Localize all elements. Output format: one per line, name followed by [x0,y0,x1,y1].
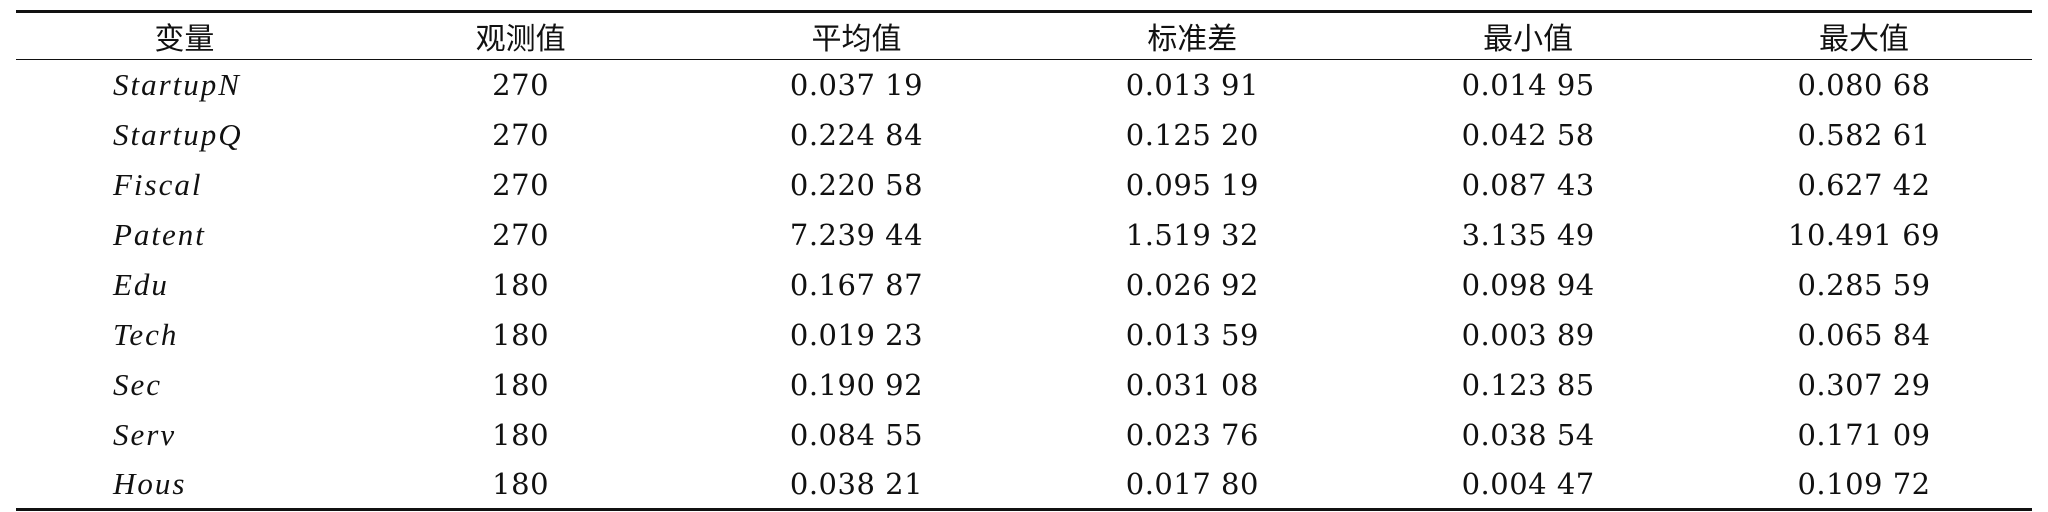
max-value: 0.109 72 [1696,459,2032,511]
max-value: 0.582 61 [1797,117,1931,152]
max-value: 0.285 59 [1797,267,1931,302]
std-dev-value: 0.095 19 [1125,167,1259,202]
header-min: 最小值 [1360,10,1697,60]
header-observations: 观测值 [352,10,689,60]
observations-value: 270 [492,217,550,252]
observations-value: 270 [492,167,550,202]
observations-value: 270 [492,117,550,152]
variable-name: Patent [113,216,206,252]
variable-name: StartupQ [113,116,243,152]
header-variable: 变量 [16,10,353,60]
mean-value: 0.220 58 [789,167,924,202]
mean-value: 7.239 44 [789,217,924,252]
mean-value: 0.037 19 [789,67,924,102]
observations-value: 180 [492,417,550,452]
max-value: 0.627 42 [1797,167,1931,202]
min-value: 0.038 54 [1461,417,1595,452]
std-dev-value: 1.519 32 [1125,217,1259,252]
mean-value: 0.167 87 [789,267,924,302]
table-row: StartupQ 270 0.224 84 0.125 20 0.042 58 … [16,110,2032,160]
variable-name: Edu [113,266,169,302]
table-row: Hous 180 0.038 21 0.017 80 0.004 47 0.10… [16,459,2032,511]
std-dev-value: 0.026 92 [1125,267,1259,302]
min-value: 0.098 94 [1461,267,1595,302]
observations-value: 180 [352,459,689,511]
min-value: 0.003 89 [1461,317,1595,352]
max-value: 0.080 68 [1797,67,1931,102]
std-dev-value: 0.031 08 [1125,367,1259,402]
variable-name: Serv [113,416,177,452]
table-row: Patent 270 7.239 44 1.519 32 3.135 49 10… [16,210,2032,260]
header-max: 最大值 [1696,10,2032,60]
min-value: 0.087 43 [1461,167,1595,202]
table-header-row: 变量 观测值 平均值 标准差 最小值 最大值 [16,10,2032,60]
table-row: Sec 180 0.190 92 0.031 08 0.123 85 0.307… [16,360,2032,410]
std-dev-value: 0.017 80 [1024,459,1361,511]
min-value: 3.135 49 [1461,217,1595,252]
header-std-dev: 标准差 [1024,10,1361,60]
std-dev-value: 0.013 59 [1125,317,1259,352]
std-dev-value: 0.125 20 [1125,117,1259,152]
mean-value: 0.224 84 [789,117,924,152]
descriptive-statistics-table-container: 变量 观测值 平均值 标准差 最小值 最大值 StartupN 270 0.03… [16,10,2032,511]
mean-value: 0.038 21 [688,459,1025,511]
mean-value: 0.084 55 [789,417,924,452]
min-value: 0.014 95 [1461,67,1595,102]
std-dev-value: 0.023 76 [1125,417,1259,452]
variable-name: Sec [113,366,163,402]
mean-value: 0.190 92 [789,367,924,402]
table-row: Tech 180 0.019 23 0.013 59 0.003 89 0.06… [16,310,2032,360]
table-row: Edu 180 0.167 87 0.026 92 0.098 94 0.285… [16,260,2032,310]
max-value: 0.065 84 [1797,317,1931,352]
descriptive-statistics-table: 变量 观测值 平均值 标准差 最小值 最大值 StartupN 270 0.03… [16,10,2032,511]
variable-name: Hous [16,459,353,511]
std-dev-value: 0.013 91 [1125,67,1259,102]
header-mean: 平均值 [688,10,1025,60]
variable-name: Tech [113,316,179,352]
variable-name: Fiscal [113,166,203,202]
observations-value: 270 [492,67,550,102]
observations-value: 180 [492,367,550,402]
table-row: Serv 180 0.084 55 0.023 76 0.038 54 0.17… [16,410,2032,460]
min-value: 0.123 85 [1461,367,1595,402]
observations-value: 180 [492,267,550,302]
variable-name: StartupN [113,66,241,102]
observations-value: 180 [492,317,550,352]
min-value: 0.042 58 [1461,117,1595,152]
max-value: 10.491 69 [1788,217,1941,252]
min-value: 0.004 47 [1360,459,1697,511]
mean-value: 0.019 23 [789,317,924,352]
table-row: Fiscal 270 0.220 58 0.095 19 0.087 43 0.… [16,160,2032,210]
max-value: 0.171 09 [1797,417,1931,452]
table-row: StartupN 270 0.037 19 0.013 91 0.014 95 … [16,60,2032,110]
max-value: 0.307 29 [1797,367,1931,402]
